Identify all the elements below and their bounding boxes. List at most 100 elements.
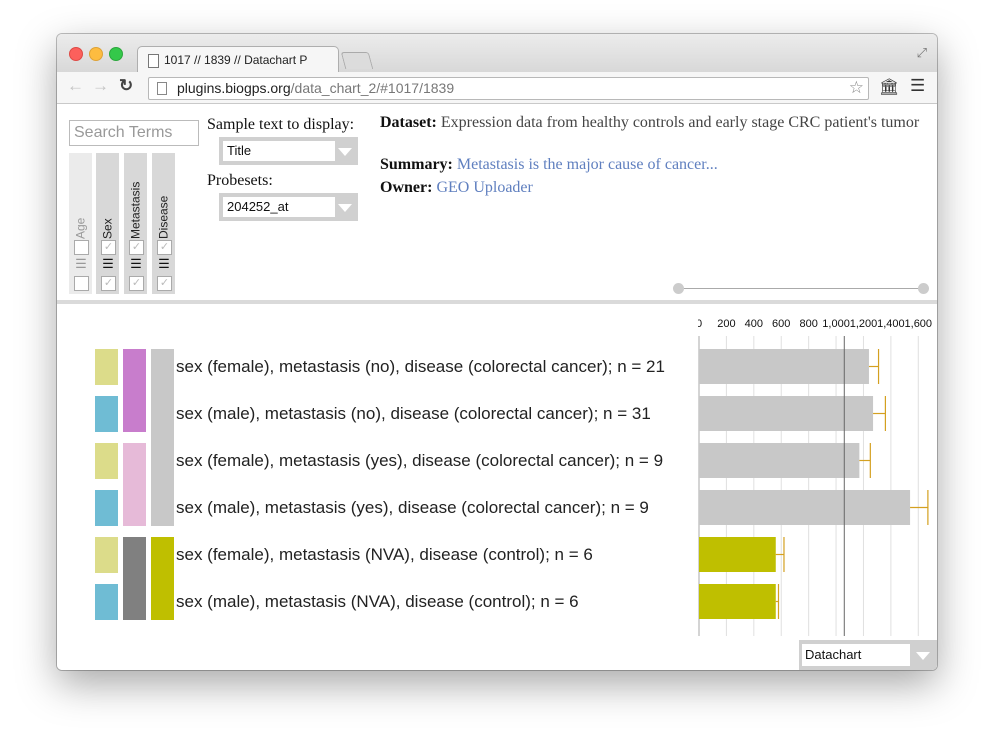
fullscreen-icon[interactable]: ⤢ <box>916 45 927 60</box>
swatch-disease-crc <box>151 349 174 526</box>
page-content: Age ☰ Sex ✓ ☰ ✓ Metastasis ✓ ☰ ✓ Disease… <box>57 104 937 670</box>
list-icon[interactable]: ☰ <box>75 256 87 271</box>
probesets-label: Probesets: <box>207 172 273 189</box>
dataset-info: Dataset: Expression data from healthy co… <box>380 113 930 132</box>
bar <box>699 349 869 384</box>
row-label: sex (female), metastasis (yes), disease … <box>176 451 664 470</box>
summary-link[interactable]: Metastasis is the major cause of cancer.… <box>456 156 718 173</box>
search-input[interactable] <box>69 120 199 146</box>
dataset-text: Expression data from healthy controls an… <box>440 114 920 131</box>
bar <box>699 537 776 572</box>
swatch-female <box>95 537 118 573</box>
bank-icon[interactable]: 🏛 <box>879 79 900 96</box>
x-tick-label: 400 <box>745 318 763 330</box>
url-path: /data_chart_2/#1017/1839 <box>290 80 455 96</box>
page-icon <box>157 82 167 95</box>
bar <box>699 490 911 525</box>
x-tick-label: 0 <box>698 318 702 330</box>
facet-metastasis[interactable]: Metastasis ✓ ☰ ✓ <box>124 153 147 294</box>
close-window-button[interactable] <box>69 47 83 61</box>
summary-info: Summary: Metastasis is the major cause o… <box>380 155 718 174</box>
swatch-female <box>95 443 118 479</box>
swatch-disease-control <box>151 537 174 620</box>
facet-age[interactable]: Age ☰ <box>69 153 92 294</box>
x-tick-label: 200 <box>717 318 735 330</box>
facet-checkbox[interactable]: ✓ <box>129 240 144 255</box>
view-select-value: Datachart <box>802 644 910 666</box>
url-text[interactable]: plugins.biogps.org/data_chart_2/#1017/18… <box>177 80 454 96</box>
browser-toolbar: ← → ↻ plugins.biogps.org/data_chart_2/#1… <box>57 72 937 104</box>
facet-checkbox[interactable]: ✓ <box>101 276 116 291</box>
bar <box>699 396 874 431</box>
row-label: sex (female), metastasis (no), disease (… <box>176 357 665 376</box>
x-tick-label: 800 <box>799 318 817 330</box>
swatch-metastasis-no <box>123 349 146 432</box>
facet-label-sex: Sex <box>100 218 115 239</box>
maximize-window-button[interactable] <box>109 47 123 61</box>
title-bar: 1017 // 1839 // Datachart P ⤢ <box>57 34 937 74</box>
probeset-value: 204252_at <box>223 197 335 217</box>
swatch-male <box>95 490 118 526</box>
swatch-metastasis-nva <box>123 537 146 620</box>
panel-divider[interactable] <box>57 300 937 304</box>
chevron-down-icon <box>916 652 930 660</box>
facet-checkbox[interactable] <box>74 276 89 291</box>
bar <box>699 443 860 478</box>
range-slider-handle-max[interactable] <box>918 283 929 294</box>
url-host: plugins.biogps.org <box>177 80 291 96</box>
x-tick-label: 1,000 <box>822 318 850 330</box>
facet-checkbox[interactable]: ✓ <box>157 240 172 255</box>
facet-sex[interactable]: Sex ✓ ☰ ✓ <box>96 153 119 294</box>
address-bar[interactable]: plugins.biogps.org/data_chart_2/#1017/18… <box>148 77 869 100</box>
swatch-female <box>95 349 118 385</box>
arrow-right-icon[interactable]: → <box>92 76 109 95</box>
list-icon[interactable]: ☰ <box>130 256 142 271</box>
swatch-male <box>95 584 118 620</box>
owner-info: Owner: GEO Uploader <box>380 178 533 197</box>
new-tab-button[interactable] <box>340 52 374 69</box>
row-label: sex (male), metastasis (yes), disease (c… <box>176 498 649 517</box>
facet-checkbox[interactable]: ✓ <box>101 240 116 255</box>
view-select[interactable]: Datachart <box>799 640 937 670</box>
chevron-down-icon <box>338 148 352 156</box>
sample-text-label: Sample text to display: <box>207 116 355 133</box>
range-slider-track <box>679 288 923 289</box>
tab-title: 1017 // 1839 // Datachart P <box>164 53 308 67</box>
x-tick-label: 600 <box>772 318 790 330</box>
dataset-label: Dataset: <box>380 114 437 131</box>
swatch-metastasis-yes <box>123 443 146 526</box>
range-slider-handle-min[interactable] <box>673 283 684 294</box>
expression-bar-chart: 0 200 400 600 800 1,000 1,200 1,400 1,600 <box>698 318 933 636</box>
row-label: sex (male), metastasis (NVA), disease (c… <box>176 592 579 611</box>
hamburger-menu-icon[interactable]: ☰ <box>910 76 926 95</box>
sample-text-select[interactable]: Title <box>219 137 358 165</box>
facet-checkbox[interactable]: ✓ <box>157 276 172 291</box>
x-tick-label: 1,200 <box>850 318 878 330</box>
row-label: sex (male), metastasis (no), disease (co… <box>176 404 651 423</box>
star-icon[interactable]: ☆ <box>848 78 864 97</box>
facet-checkbox[interactable] <box>74 240 89 255</box>
owner-label: Owner: <box>380 179 433 196</box>
list-icon[interactable]: ☰ <box>102 256 114 271</box>
swatch-male <box>95 396 118 432</box>
browser-window: 1017 // 1839 // Datachart P ⤢ ← → ↻ plug… <box>57 34 937 670</box>
sample-text-value: Title <box>223 141 335 161</box>
bar <box>699 584 776 619</box>
row-label: sex (female), metastasis (NVA), disease … <box>176 545 593 564</box>
facet-checkbox[interactable]: ✓ <box>129 276 144 291</box>
browser-tab[interactable]: 1017 // 1839 // Datachart P <box>137 46 339 74</box>
minimize-window-button[interactable] <box>89 47 103 61</box>
x-tick-label: 1,600 <box>905 318 933 330</box>
reload-icon[interactable]: ↻ <box>119 76 134 95</box>
x-tick-label: 1,400 <box>877 318 905 330</box>
summary-label: Summary: <box>380 156 453 173</box>
facet-label-disease: Disease <box>156 195 171 239</box>
probeset-select[interactable]: 204252_at <box>219 193 358 221</box>
owner-link[interactable]: GEO Uploader <box>436 179 533 196</box>
chevron-down-icon <box>338 204 352 212</box>
facet-label-metastasis: Metastasis <box>128 181 143 239</box>
arrow-left-icon[interactable]: ← <box>67 76 84 95</box>
facet-disease[interactable]: Disease ✓ ☰ ✓ <box>152 153 175 294</box>
list-icon[interactable]: ☰ <box>158 256 170 271</box>
page-icon <box>148 54 159 68</box>
